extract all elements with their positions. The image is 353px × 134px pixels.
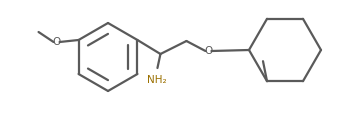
Text: O: O: [204, 46, 213, 56]
Text: NH₂: NH₂: [146, 75, 166, 85]
Text: O: O: [53, 37, 61, 47]
